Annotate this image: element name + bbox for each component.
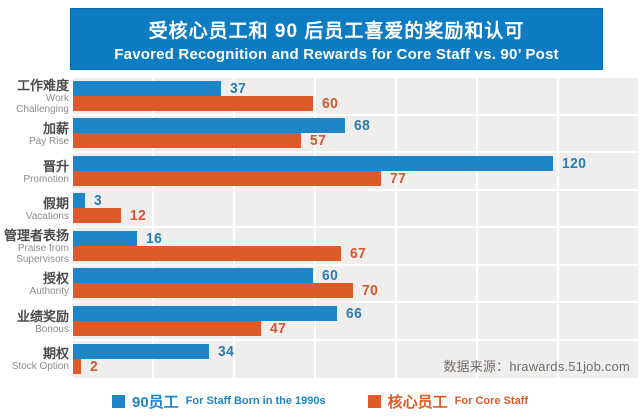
bar-staff-1990s bbox=[73, 305, 337, 321]
category-label: 业绩奖励 Bonous bbox=[0, 303, 73, 341]
chart-row: 假期 Vacations 3 12 bbox=[0, 190, 640, 228]
category-label-zh: 管理者表扬 bbox=[3, 228, 69, 244]
category-label-en: Praise from Supervisors bbox=[16, 243, 69, 266]
category-label: 晋升 Promotion bbox=[0, 153, 73, 191]
chart-row: 管理者表扬 Praise from Supervisors 16 67 bbox=[0, 228, 640, 266]
bar-value-label: 12 bbox=[130, 207, 147, 225]
category-label: 加薪 Pay Rise bbox=[0, 115, 73, 153]
bar-value-label: 60 bbox=[322, 94, 339, 112]
category-label-zh: 假期 bbox=[42, 196, 69, 212]
category-plot-band: 34 2 bbox=[73, 340, 640, 378]
chart-row: 晋升 Promotion 120 77 bbox=[0, 153, 640, 191]
bar-staff-1990s bbox=[73, 230, 137, 246]
bar-value-label: 34 bbox=[218, 343, 235, 361]
data-source-text: 数据来源：hrawards.51job.com bbox=[443, 359, 630, 374]
bar-core-staff bbox=[73, 359, 81, 375]
bar-value-label: 16 bbox=[146, 229, 163, 247]
bar-value-label: 47 bbox=[270, 319, 287, 337]
bar-chart: 工作难度 Work Challenging 37 60 加薪 Pay Rise … bbox=[0, 78, 640, 378]
bar-core-staff bbox=[73, 133, 301, 149]
category-plot-band: 66 47 bbox=[73, 303, 640, 341]
chart-title-english: Favored Recognition and Rewards for Core… bbox=[114, 45, 559, 63]
legend-item-core: 核心员工 For Core Staff bbox=[367, 391, 529, 412]
bar-value-label: 77 bbox=[390, 169, 407, 187]
bar-value-label: 3 bbox=[94, 192, 103, 210]
chart-title-chinese: 受核心员工和 90 后员工喜爱的奖励和认可 bbox=[148, 20, 525, 42]
bar-staff-1990s bbox=[73, 193, 85, 209]
legend-label-90s-zh: 90员工 bbox=[131, 393, 179, 411]
bar-staff-1990s bbox=[73, 118, 345, 134]
chart-row: 期权 Stock Option 34 2 bbox=[0, 340, 640, 378]
legend-label-90s-en: For Staff Born in the 1990s bbox=[185, 395, 326, 407]
legend-label-core-zh: 核心员工 bbox=[387, 393, 448, 411]
category-plot-band: 16 67 bbox=[73, 228, 640, 266]
bar-value-label: 37 bbox=[230, 79, 247, 97]
chart-row: 加薪 Pay Rise 68 57 bbox=[0, 115, 640, 153]
category-label-zh: 业绩奖励 bbox=[16, 308, 69, 324]
legend-swatch-blue-icon bbox=[111, 394, 125, 408]
category-label-en: Promotion bbox=[23, 173, 69, 185]
bar-staff-1990s bbox=[73, 344, 209, 360]
category-plot-band: 37 60 bbox=[73, 78, 640, 116]
bar-core-staff bbox=[73, 170, 381, 186]
bar-value-label: 66 bbox=[346, 304, 363, 322]
bar-core-staff bbox=[73, 95, 313, 111]
bar-staff-1990s bbox=[73, 155, 553, 171]
bar-value-label: 57 bbox=[310, 132, 327, 150]
category-label-zh: 期权 bbox=[42, 346, 69, 362]
bar-value-label: 70 bbox=[362, 282, 379, 300]
legend-swatch-orange-icon bbox=[367, 394, 381, 408]
category-label: 工作难度 Work Challenging bbox=[0, 78, 73, 116]
category-label-zh: 加薪 bbox=[42, 121, 69, 137]
category-label-zh: 授权 bbox=[42, 271, 69, 287]
bar-core-staff bbox=[73, 245, 341, 261]
bar-value-label: 60 bbox=[322, 267, 339, 285]
category-label: 假期 Vacations bbox=[0, 190, 73, 228]
bar-core-staff bbox=[73, 283, 353, 299]
legend-item-90s: 90员工 For Staff Born in the 1990s bbox=[111, 391, 326, 412]
chart-rows: 工作难度 Work Challenging 37 60 加薪 Pay Rise … bbox=[0, 78, 640, 378]
chart-row: 授权 Authority 60 70 bbox=[0, 265, 640, 303]
category-label-zh: 晋升 bbox=[42, 158, 69, 174]
category-label-en: Pay Rise bbox=[28, 136, 69, 148]
chart-row: 工作难度 Work Challenging 37 60 bbox=[0, 78, 640, 116]
chart-row: 业绩奖励 Bonous 66 47 bbox=[0, 303, 640, 341]
category-plot-band: 120 77 bbox=[73, 153, 640, 191]
bar-value-label: 67 bbox=[350, 244, 367, 262]
category-label-en: Authority bbox=[29, 286, 69, 298]
chart-title-banner: 受核心员工和 90 后员工喜爱的奖励和认可 Favored Recognitio… bbox=[70, 8, 603, 70]
bar-core-staff bbox=[73, 208, 121, 224]
category-label-en: Vacations bbox=[25, 211, 69, 223]
category-plot-band: 68 57 bbox=[73, 115, 640, 153]
category-plot-band: 60 70 bbox=[73, 265, 640, 303]
legend-label-core-en: For Core Staff bbox=[454, 395, 529, 407]
bar-core-staff bbox=[73, 320, 261, 336]
category-label-en: Bonous bbox=[35, 323, 69, 335]
category-label: 授权 Authority bbox=[0, 265, 73, 303]
bar-staff-1990s bbox=[73, 80, 221, 96]
category-label: 期权 Stock Option bbox=[0, 340, 73, 378]
category-label-en: Work Challenging bbox=[16, 93, 69, 116]
category-label-en: Stock Option bbox=[11, 361, 69, 373]
bar-value-label: 68 bbox=[354, 117, 371, 135]
bar-value-label: 120 bbox=[562, 154, 587, 172]
chart-legend: 90员工 For Staff Born in the 1990s 核心员工 Fo… bbox=[0, 388, 640, 414]
category-label-zh: 工作难度 bbox=[16, 78, 69, 94]
category-label: 管理者表扬 Praise from Supervisors bbox=[0, 228, 73, 266]
category-plot-band: 3 12 bbox=[73, 190, 640, 228]
bar-staff-1990s bbox=[73, 268, 313, 284]
bar-value-label: 2 bbox=[90, 358, 99, 376]
